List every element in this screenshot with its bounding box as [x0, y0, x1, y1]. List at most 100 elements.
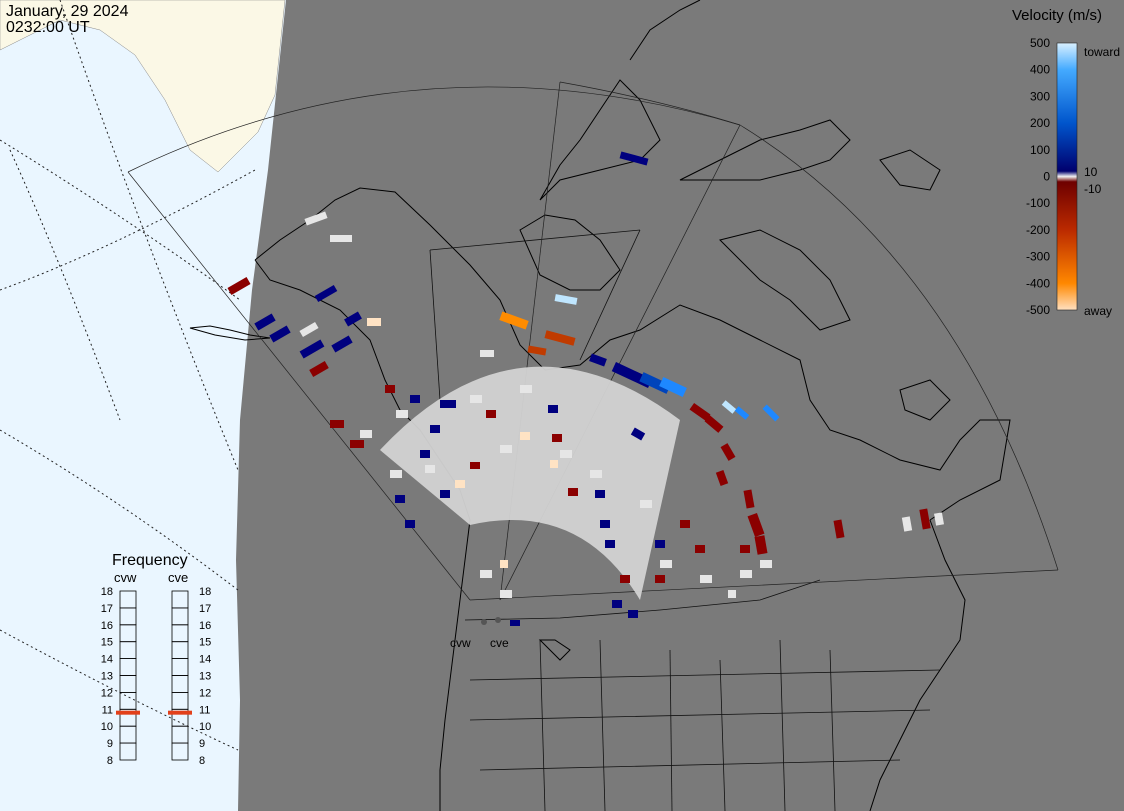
velocity-cell — [227, 277, 251, 295]
frequency-tick-label: 9 — [199, 738, 205, 750]
colorbar-away-label: away — [1084, 304, 1112, 318]
frequency-tick-label: 16 — [101, 620, 113, 632]
velocity-cell — [304, 211, 328, 226]
colorbar-gradient — [1056, 42, 1078, 311]
velocity-cell — [700, 575, 712, 583]
velocity-cell — [410, 395, 420, 403]
velocity-cell — [440, 400, 456, 408]
timestamp-time: 0232:00 UT — [6, 19, 90, 36]
velocity-cell — [695, 545, 705, 553]
velocity-cell — [405, 520, 415, 528]
velocity-cell — [550, 460, 558, 468]
frequency-tick-label: 14 — [199, 654, 211, 666]
frequency-radar-cve: cve — [168, 570, 188, 585]
frequency-tick-label: 8 — [107, 755, 113, 767]
frequency-tick-label: 10 — [101, 721, 113, 733]
frequency-marker-cvw — [116, 710, 140, 715]
velocity-cell — [480, 350, 494, 357]
velocity-cell — [440, 490, 450, 498]
frequency-marker-cve — [168, 710, 192, 715]
velocity-cell — [330, 420, 344, 428]
asia-landmass — [0, 0, 286, 173]
frequency-tick-label: 18 — [199, 586, 211, 598]
velocity-cell — [655, 540, 665, 548]
velocity-cell — [269, 325, 291, 343]
timestamp-date: January, 29 2024 — [6, 3, 129, 20]
velocity-cell — [704, 415, 724, 433]
velocity-cell — [350, 440, 364, 448]
colorbar-tick-label: 100 — [1030, 143, 1050, 157]
velocity-cell — [390, 470, 402, 478]
velocity-cell — [747, 512, 765, 538]
velocity-cell — [612, 600, 622, 608]
velocity-cell — [299, 321, 319, 338]
velocity-cell — [655, 575, 665, 583]
colorbar-tick-label: -100 — [1026, 196, 1050, 210]
velocity-cell — [560, 450, 572, 458]
colorbar-toward-label: toward — [1084, 45, 1120, 59]
colorbar-tick-label: 500 — [1030, 36, 1050, 50]
frequency-tick-label: 16 — [199, 620, 211, 632]
colorbar-tick-label: 0 — [1043, 170, 1050, 184]
velocity-cell — [721, 400, 737, 414]
velocity-cell — [486, 410, 496, 418]
velocity-cell — [760, 560, 772, 568]
velocity-cell — [520, 385, 532, 393]
velocity-cell — [385, 385, 395, 393]
frequency-scales: 18 17 16 15 14 13 12 11 10 9 8 18 17 16 15 14 13 12 11 10 9 8 — [101, 586, 212, 767]
frequency-tick-label: 12 — [101, 687, 113, 699]
radar-label-cvw: cvw — [450, 636, 471, 650]
velocity-cell — [720, 443, 736, 461]
frequency-tick-label: 11 — [102, 704, 113, 716]
velocity-cell — [934, 512, 944, 526]
velocity-cell — [728, 590, 736, 598]
velocity-cell — [743, 489, 755, 509]
night-side-earth — [236, 0, 1124, 811]
velocity-cell — [395, 495, 405, 503]
frequency-tick-label: 18 — [101, 586, 113, 598]
velocity-cell — [299, 339, 325, 359]
velocity-cell — [640, 500, 652, 508]
frequency-scale-cell — [171, 742, 189, 761]
velocity-cell — [680, 520, 690, 528]
velocity-cell — [527, 345, 547, 356]
velocity-cell — [595, 490, 605, 498]
velocity-cell — [254, 313, 276, 331]
velocity-cell — [367, 318, 381, 326]
velocity-cell — [740, 545, 750, 553]
velocity-cell — [628, 610, 638, 618]
frequency-tick-label: 8 — [199, 755, 205, 767]
velocity-cell — [660, 560, 672, 568]
frequency-tick-label: 13 — [199, 671, 211, 683]
velocity-cell — [360, 430, 372, 438]
velocity-cell — [589, 353, 607, 367]
velocity-cell — [500, 445, 512, 453]
velocity-cells — [227, 151, 944, 626]
velocity-cell — [568, 488, 578, 496]
velocity-cell — [331, 335, 353, 353]
frequency-tick-label: 15 — [199, 637, 211, 649]
frequency-title: Frequency — [112, 552, 188, 569]
velocity-cell — [520, 432, 530, 440]
velocity-cell — [833, 519, 845, 539]
velocity-cell — [500, 560, 508, 568]
political-borders — [429, 229, 941, 811]
velocity-cell — [544, 330, 576, 346]
velocity-cell — [620, 575, 630, 583]
frequency-panel: Frequency cvw cve 1817161514131211109818… — [101, 552, 212, 767]
velocity-cell — [480, 570, 492, 578]
colorbar-tick-label: -300 — [1026, 250, 1050, 264]
radar-site-markers: cvw cve — [450, 617, 509, 650]
velocity-cell — [554, 294, 578, 305]
colorbar-ticks: 500 400 300 200 100 0 -100 -200 -300 -400 -500 — [1026, 36, 1050, 317]
velocity-cell — [396, 410, 408, 418]
velocity-cell — [901, 516, 913, 532]
velocity-cell — [420, 450, 430, 458]
velocity-cell — [689, 402, 711, 422]
frequency-tick-label: 15 — [101, 637, 113, 649]
velocity-cell — [314, 284, 338, 303]
colorbar-inner-neg-label: -10 — [1084, 182, 1102, 196]
frequency-tick-label: 13 — [101, 671, 113, 683]
